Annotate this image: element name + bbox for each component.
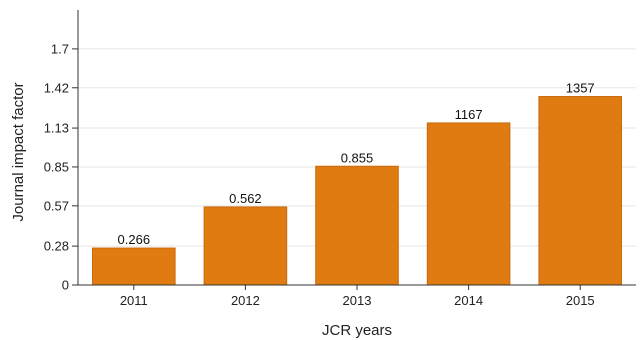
bars: [92, 96, 622, 286]
y-tick-label: 1.7: [51, 41, 69, 56]
bar-2012: [203, 206, 288, 286]
x-tick-label-2013: 2013: [343, 293, 372, 308]
data-label-2013: 0.855: [341, 150, 374, 165]
data-label-2012: 0.562: [229, 191, 262, 206]
labels: 0 0.28 0.57 0.85 1.13 1.42 1.7 0.266 2011 0.562 20…: [44, 41, 595, 308]
x-tick-label-2014: 2014: [454, 293, 483, 308]
y-tick-label: 1.42: [44, 80, 69, 95]
data-label-2015: 1357: [566, 81, 595, 96]
y-tick-label: 0.28: [44, 239, 69, 254]
x-axis-title: JCR years: [322, 322, 392, 339]
bar-2014: [426, 122, 511, 286]
bar-2015: [538, 96, 622, 286]
y-axis-title: Journal impact factor: [10, 82, 27, 221]
data-label-2011: 0.266: [118, 232, 151, 247]
data-label-2014: 1167: [455, 107, 483, 122]
y-tick-label: 1.13: [44, 121, 69, 136]
x-tick-label-2011: 2011: [120, 293, 148, 308]
y-tick-label: 0.57: [44, 198, 69, 213]
y-tick-label: 0: [62, 278, 69, 293]
y-tick-label: 0.85: [44, 159, 69, 174]
axes: [72, 10, 636, 290]
x-tick-label-2015: 2015: [566, 293, 595, 308]
bar-2013: [315, 165, 399, 286]
x-tick-label-2012: 2012: [231, 293, 260, 308]
bar-2011: [92, 247, 176, 286]
